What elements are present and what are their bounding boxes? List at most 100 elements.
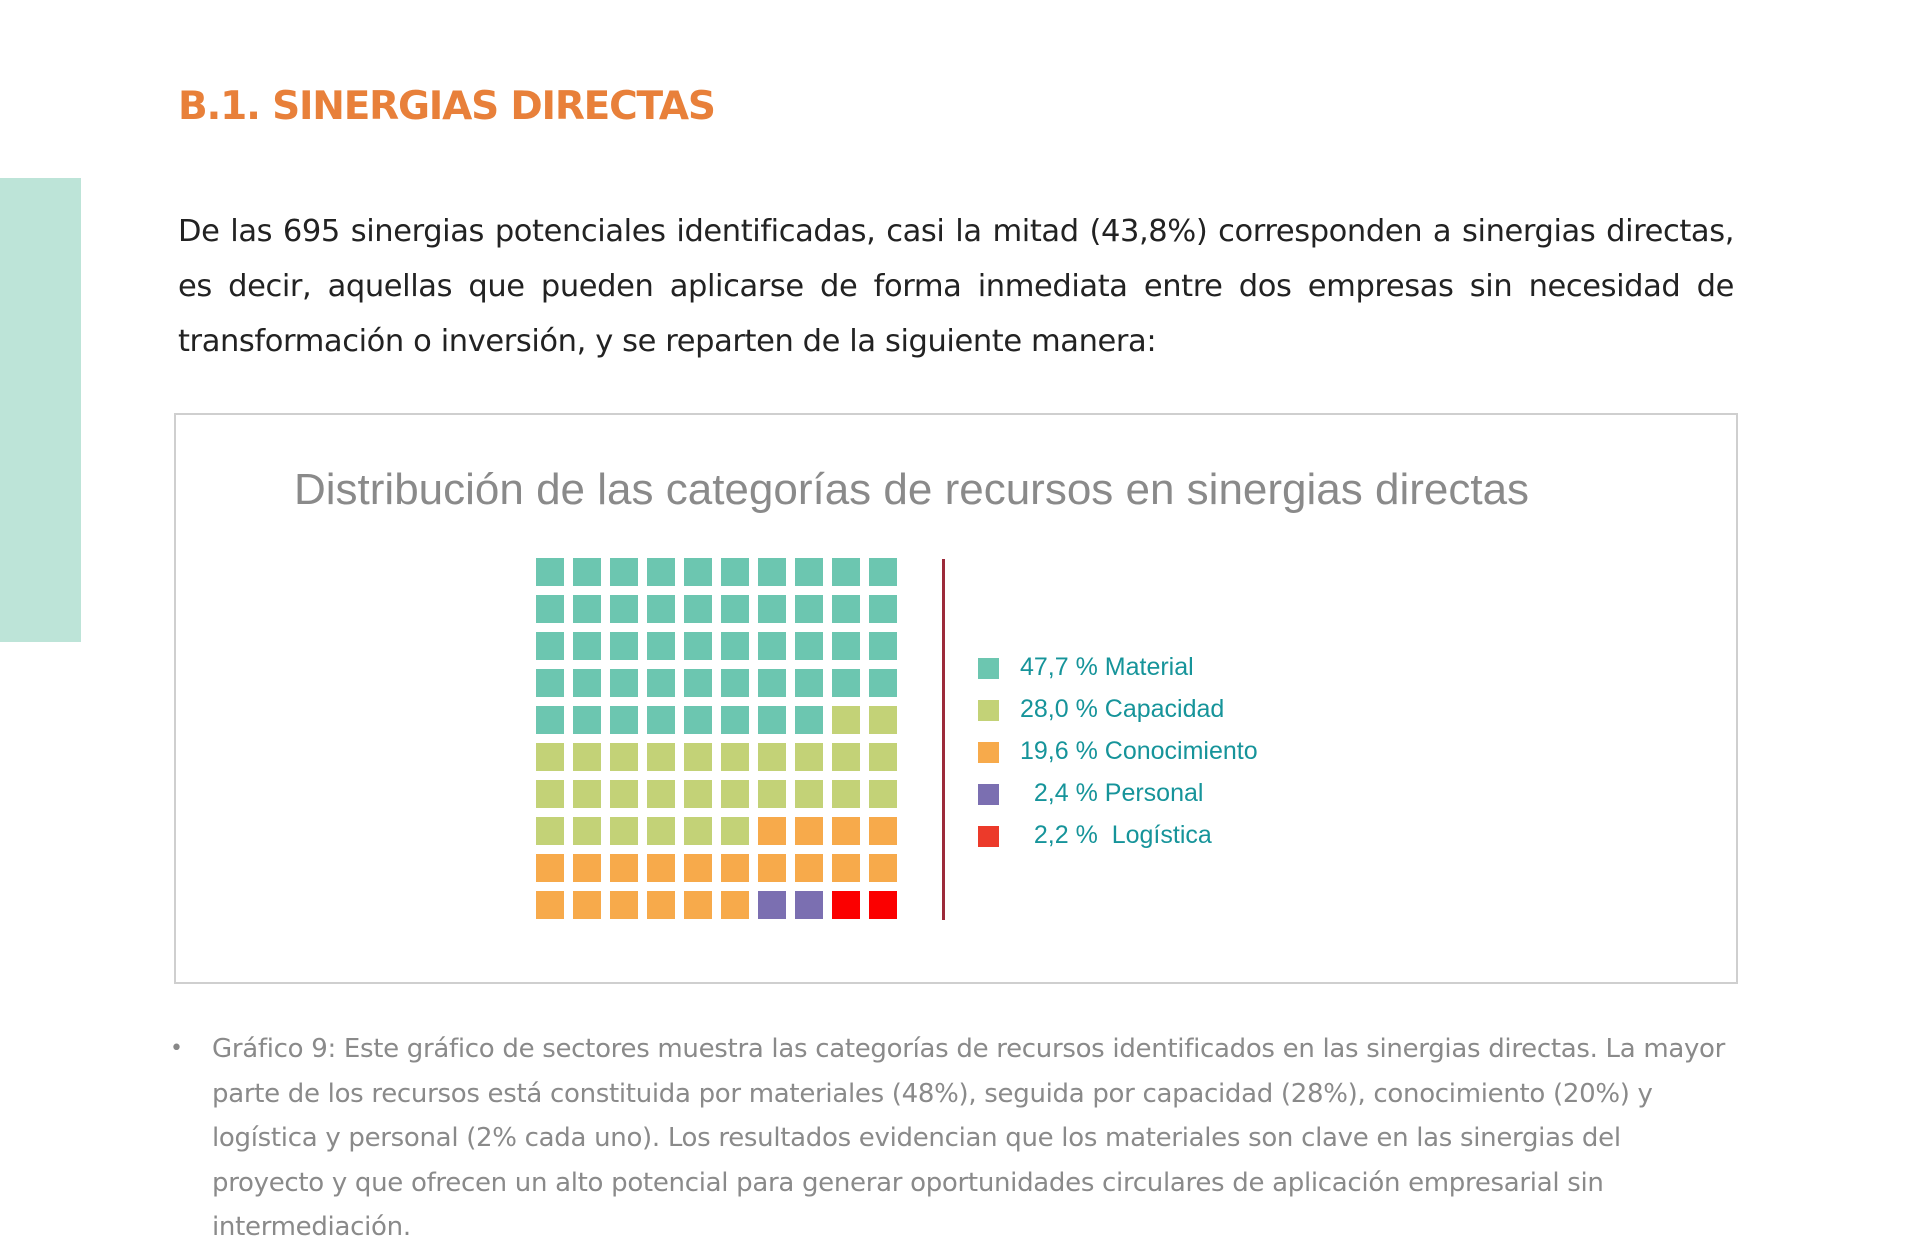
waffle-cell-capacidad	[832, 743, 860, 771]
chart-figure: Distribución de las categorías de recurs…	[174, 413, 1738, 984]
waffle-cell-conocimiento	[536, 854, 564, 882]
waffle-cell-material	[758, 595, 786, 623]
waffle-cell-material	[721, 595, 749, 623]
waffle-cell-capacidad	[758, 743, 786, 771]
waffle-cell-material	[758, 632, 786, 660]
waffle-cell-material	[721, 669, 749, 697]
legend-swatch	[978, 742, 999, 763]
waffle-cell-material	[832, 632, 860, 660]
waffle-cell-conocimiento	[832, 854, 860, 882]
section-title: B.1. SINERGIAS DIRECTAS	[178, 84, 716, 129]
caption-bullet: •	[170, 1036, 183, 1061]
waffle-cell-material	[758, 669, 786, 697]
waffle-cell-material	[721, 632, 749, 660]
legend-swatch	[978, 658, 999, 679]
waffle-cell-capacidad	[610, 743, 638, 771]
waffle-cell-capacidad	[869, 706, 897, 734]
waffle-cell-material	[832, 558, 860, 586]
waffle-cell-material	[647, 706, 675, 734]
waffle-cell-material	[610, 558, 638, 586]
waffle-cell-material	[795, 706, 823, 734]
legend-swatch	[978, 700, 999, 721]
waffle-cell-conocimiento	[869, 854, 897, 882]
waffle-cell-conocimiento	[684, 891, 712, 919]
waffle-cell-material	[869, 669, 897, 697]
waffle-cell-capacidad	[610, 780, 638, 808]
waffle-cell-capacidad	[647, 817, 675, 845]
waffle-cell-conocimiento	[573, 854, 601, 882]
waffle-cell-conocimiento	[832, 817, 860, 845]
waffle-cell-material	[684, 558, 712, 586]
waffle-cell-material	[573, 595, 601, 623]
waffle-cell-capacidad	[536, 817, 564, 845]
waffle-cell-capacidad	[573, 743, 601, 771]
waffle-cell-conocimiento	[721, 854, 749, 882]
waffle-cell-capacidad	[795, 780, 823, 808]
waffle-cell-material	[795, 669, 823, 697]
waffle-cell-capacidad	[647, 780, 675, 808]
legend-label: 19,6 % Conocimiento	[1020, 737, 1258, 765]
waffle-cell-material	[832, 595, 860, 623]
waffle-cell-conocimiento	[795, 817, 823, 845]
waffle-cell-conocimiento	[721, 891, 749, 919]
waffle-cell-material	[536, 558, 564, 586]
waffle-cell-capacidad	[573, 817, 601, 845]
waffle-cell-material	[721, 558, 749, 586]
waffle-cell-capacidad	[684, 780, 712, 808]
waffle-cell-material	[610, 595, 638, 623]
legend-label: 2,2 % Logística	[1020, 821, 1212, 849]
figure-caption: Gráfico 9: Este gráfico de sectores mues…	[212, 1034, 1726, 1242]
waffle-cell-conocimiento	[610, 891, 638, 919]
waffle-cell-material	[832, 669, 860, 697]
waffle-cell-logística	[832, 891, 860, 919]
waffle-cell-conocimiento	[758, 854, 786, 882]
waffle-cell-conocimiento	[869, 817, 897, 845]
waffle-cell-capacidad	[832, 780, 860, 808]
waffle-cell-conocimiento	[536, 891, 564, 919]
legend-label: 28,0 % Capacidad	[1020, 695, 1225, 723]
intro-paragraph: De las 695 sinergias potenciales identif…	[178, 214, 1734, 359]
waffle-cell-capacidad	[721, 743, 749, 771]
waffle-cell-capacidad	[536, 743, 564, 771]
waffle-cell-conocimiento	[795, 854, 823, 882]
legend-swatch	[978, 826, 999, 847]
waffle-cell-material	[721, 706, 749, 734]
waffle-cell-personal	[758, 891, 786, 919]
waffle-cell-material	[536, 632, 564, 660]
waffle-cell-conocimiento	[647, 854, 675, 882]
waffle-cell-material	[610, 706, 638, 734]
legend-label: 2,4 % Personal	[1020, 779, 1204, 807]
waffle-cell-logística	[869, 891, 897, 919]
waffle-cell-capacidad	[684, 817, 712, 845]
waffle-cell-conocimiento	[647, 891, 675, 919]
waffle-cell-material	[684, 706, 712, 734]
waffle-cell-capacidad	[573, 780, 601, 808]
waffle-cell-material	[536, 669, 564, 697]
waffle-cell-material	[684, 595, 712, 623]
waffle-cell-material	[610, 669, 638, 697]
waffle-cell-material	[573, 632, 601, 660]
waffle-cell-material	[647, 558, 675, 586]
chart-divider-line	[942, 559, 945, 920]
waffle-cell-material	[536, 706, 564, 734]
waffle-cell-material	[795, 595, 823, 623]
waffle-cell-material	[795, 558, 823, 586]
waffle-cell-material	[647, 632, 675, 660]
waffle-cell-material	[573, 669, 601, 697]
waffle-cell-material	[684, 669, 712, 697]
waffle-cell-material	[610, 632, 638, 660]
waffle-cell-capacidad	[721, 780, 749, 808]
waffle-cell-capacidad	[832, 706, 860, 734]
waffle-cell-capacidad	[721, 817, 749, 845]
legend-swatch	[978, 784, 999, 805]
waffle-cell-capacidad	[684, 743, 712, 771]
waffle-cell-capacidad	[869, 780, 897, 808]
waffle-cell-conocimiento	[573, 891, 601, 919]
chart-title: Distribución de las categorías de recurs…	[294, 465, 1530, 514]
waffle-cell-material	[647, 595, 675, 623]
waffle-cell-material	[536, 595, 564, 623]
side-accent-bar	[0, 178, 81, 642]
waffle-chart	[536, 558, 897, 919]
waffle-cell-material	[795, 632, 823, 660]
waffle-cell-capacidad	[647, 743, 675, 771]
